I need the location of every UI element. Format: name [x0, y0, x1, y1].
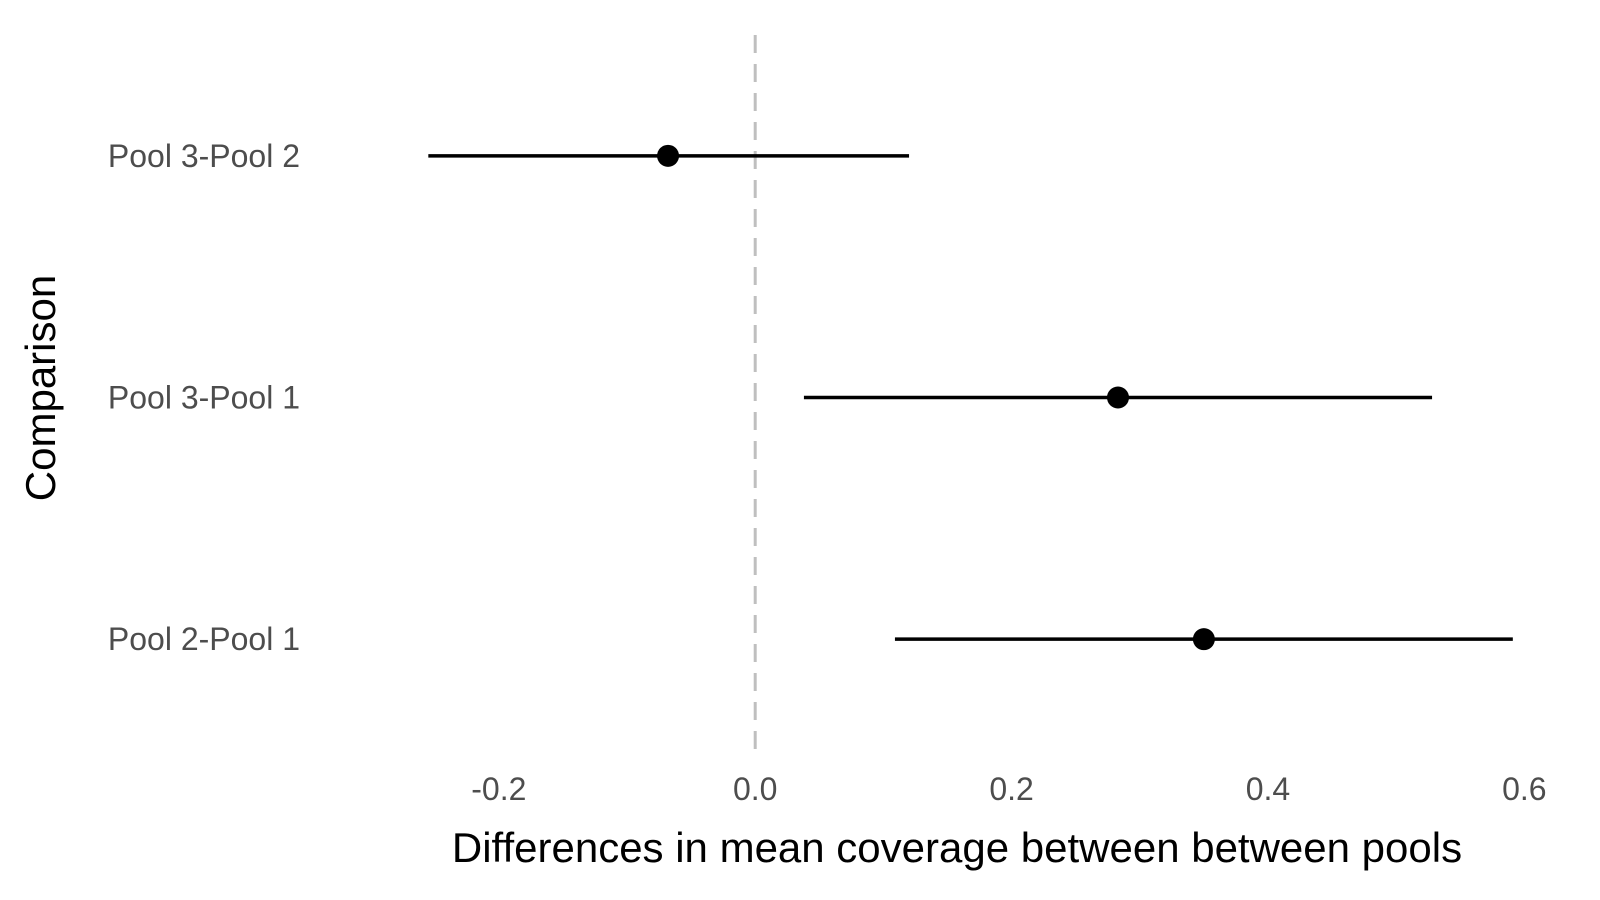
x-axis-title: Differences in mean coverage between bet…	[452, 824, 1462, 871]
y-tick-label: Pool 3-Pool 1	[108, 380, 300, 416]
x-axis-tick-labels: -0.2 0.0 0.2 0.4 0.6	[471, 771, 1546, 807]
estimate-point	[1192, 628, 1215, 651]
y-axis-tick-labels: Pool 3-Pool 2 Pool 3-Pool 1 Pool 2-Pool 1	[108, 138, 300, 657]
y-tick-label: Pool 2-Pool 1	[108, 621, 300, 657]
y-tick-label: Pool 3-Pool 2	[108, 138, 300, 174]
x-tick-label: 0.2	[989, 771, 1033, 807]
estimate-point	[657, 144, 680, 167]
y-axis-title: Comparison	[17, 275, 64, 501]
point-estimates	[657, 144, 1215, 651]
confidence-intervals	[428, 154, 1513, 641]
x-tick-label: -0.2	[471, 771, 526, 807]
x-tick-label: 0.0	[733, 771, 777, 807]
estimate-point	[1106, 386, 1129, 409]
x-tick-label: 0.6	[1502, 771, 1546, 807]
x-tick-label: 0.4	[1246, 771, 1290, 807]
